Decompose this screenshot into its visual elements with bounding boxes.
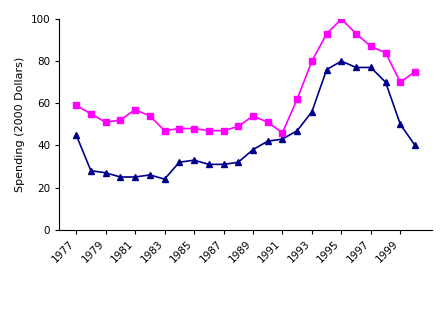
AZ [73,133,79,137]
NM [309,59,315,63]
AZ [221,162,226,166]
NM [177,127,182,130]
AZ [236,160,241,164]
AZ [368,65,374,69]
AZ [309,110,315,114]
NM [339,17,344,21]
NM [368,44,374,48]
NM [88,112,93,116]
NM [162,129,167,133]
AZ [118,175,123,179]
NM [265,120,270,124]
AZ [339,59,344,63]
NM [191,127,197,130]
AZ [103,171,108,175]
NM [236,124,241,128]
NM [413,70,418,74]
NM [354,32,359,36]
NM [398,80,403,84]
Line: NM: NM [73,16,418,136]
AZ [206,162,211,166]
NM [147,114,152,118]
NM [118,118,123,122]
NM [250,114,256,118]
NM [383,51,388,55]
AZ [295,129,300,133]
AZ [177,160,182,164]
AZ [265,139,270,143]
NM [221,129,226,133]
AZ [162,177,167,181]
NM [280,131,285,135]
NM [206,129,211,133]
NM [73,103,79,107]
Line: AZ: AZ [73,58,418,182]
Y-axis label: Spending (2000 Dollars): Spending (2000 Dollars) [15,57,25,192]
NM [324,32,329,36]
NM [103,120,108,124]
AZ [191,158,197,162]
NM [295,97,300,101]
NM [132,108,138,112]
AZ [88,169,93,173]
AZ [250,148,256,152]
AZ [147,173,152,177]
AZ [132,175,138,179]
AZ [280,137,285,141]
AZ [383,80,388,84]
AZ [398,122,403,126]
AZ [413,144,418,147]
AZ [354,65,359,69]
AZ [324,68,329,71]
